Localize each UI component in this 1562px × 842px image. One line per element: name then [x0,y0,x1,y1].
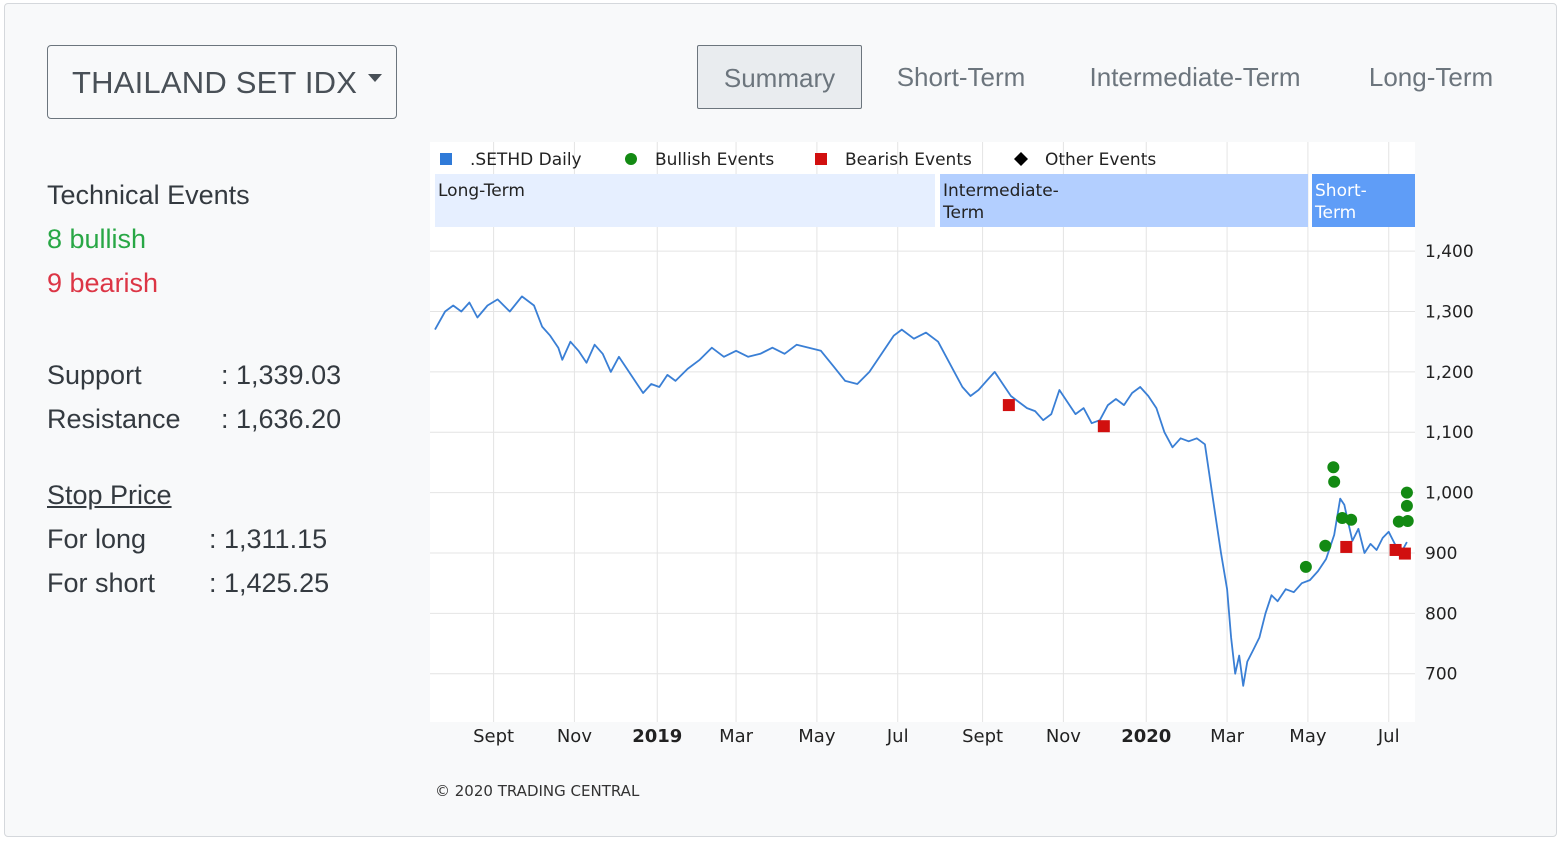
legend-marker [625,153,637,165]
x-tick-label: Nov [1046,726,1081,747]
x-axis-area [430,722,1415,812]
long-term-band [435,174,935,227]
short-term-band-label: Term [1314,203,1356,223]
x-tick-label: Sept [473,726,514,747]
bullish-event-marker [1299,560,1312,573]
bullish-event-marker [1345,513,1358,526]
chevron-down-icon [368,74,382,82]
bullish-event-marker [1401,514,1414,527]
short-term-band [1312,174,1415,227]
index-selector-dropdown[interactable]: THAILAND SET IDX [47,45,397,119]
tab-short-term[interactable]: Short-Term [896,62,1026,92]
stop-short-label: For short [47,568,156,598]
x-tick-label: Jul [886,726,909,747]
legend-label: Bullish Events [655,150,774,170]
price-chart: Long-Term Intermediate- Term Short- Term .SE… [430,142,1510,812]
x-tick-label: May [798,726,836,747]
bearish-event-marker [1002,399,1015,412]
bearish-count: 9 bearish [47,268,159,298]
x-tick-label: May [1289,726,1327,747]
x-tick-label: Mar [719,726,754,747]
price-line [434,295,1408,687]
short-term-band-label: Short- [1315,181,1367,201]
y-tick-label: 1,100 [1425,423,1474,443]
bullish-event-marker [1392,515,1405,528]
legend-label: .SETHD Daily [470,150,582,170]
intermediate-term-band-label: Term [942,203,984,223]
y-tick-label: 900 [1425,544,1457,564]
tab-long-term[interactable]: Long-Term [1368,62,1494,92]
legend-marker [1014,152,1028,166]
support-label: Support [47,360,142,390]
legend-label: Other Events [1045,150,1156,170]
tab-intermediate-term[interactable]: Intermediate-Term [1089,62,1301,92]
bearish-event-marker [1389,543,1402,556]
y-tick-label: 1,000 [1425,484,1474,504]
index-selector-label: THAILAND SET IDX [72,65,358,100]
resistance-label: Resistance [47,404,181,434]
bullish-event-marker [1319,539,1332,552]
x-tick-label: Mar [1210,726,1245,747]
y-axis-area [1415,142,1510,812]
bearish-event-marker [1097,420,1110,433]
technical-summary-panel: THAILAND SET IDX Summary Short-Term Inte… [4,3,1557,837]
bullish-event-marker [1400,486,1413,499]
y-tick-label: 1,200 [1425,363,1474,383]
x-tick-label: 2019 [632,726,682,747]
intermediate-term-band-label: Intermediate- [943,181,1059,201]
x-tick-label: Jul [1377,726,1400,747]
bearish-event-marker [1340,540,1353,553]
y-tick-label: 800 [1425,604,1457,624]
bullish-event-marker [1328,475,1341,488]
y-tick-label: 1,400 [1425,242,1474,262]
x-tick-label: Sept [962,726,1003,747]
bullish-event-marker [1400,499,1413,512]
tab-summary[interactable]: Summary [697,45,862,109]
y-tick-label: 1,300 [1425,303,1474,323]
bullish-count: 8 bullish [47,224,147,254]
stop-short-value: : 1,425.25 [209,568,330,598]
legend-marker [440,153,452,165]
y-tick-label: 700 [1425,665,1457,685]
bullish-event-marker [1336,511,1349,524]
bearish-event-marker [1398,547,1411,560]
x-tick-label: 2020 [1121,726,1171,747]
stop-price-title: Stop Price [47,480,172,510]
bullish-event-marker [1327,461,1340,474]
legend-marker [815,153,827,165]
chart-copyright: © 2020 TRADING CENTRAL [435,782,640,800]
resistance-value: : 1,636.20 [221,404,342,434]
intermediate-term-band [940,174,1308,227]
long-term-band-label: Long-Term [438,181,525,201]
legend-label: Bearish Events [845,150,972,170]
x-tick-label: Nov [557,726,592,747]
stop-long-label: For long [47,524,147,554]
stop-long-value: : 1,311.15 [209,524,328,554]
support-value: : 1,339.03 [221,360,342,390]
technical-events-title: Technical Events [47,180,250,210]
